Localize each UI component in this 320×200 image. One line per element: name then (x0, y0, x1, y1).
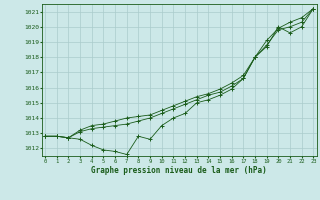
X-axis label: Graphe pression niveau de la mer (hPa): Graphe pression niveau de la mer (hPa) (91, 166, 267, 175)
